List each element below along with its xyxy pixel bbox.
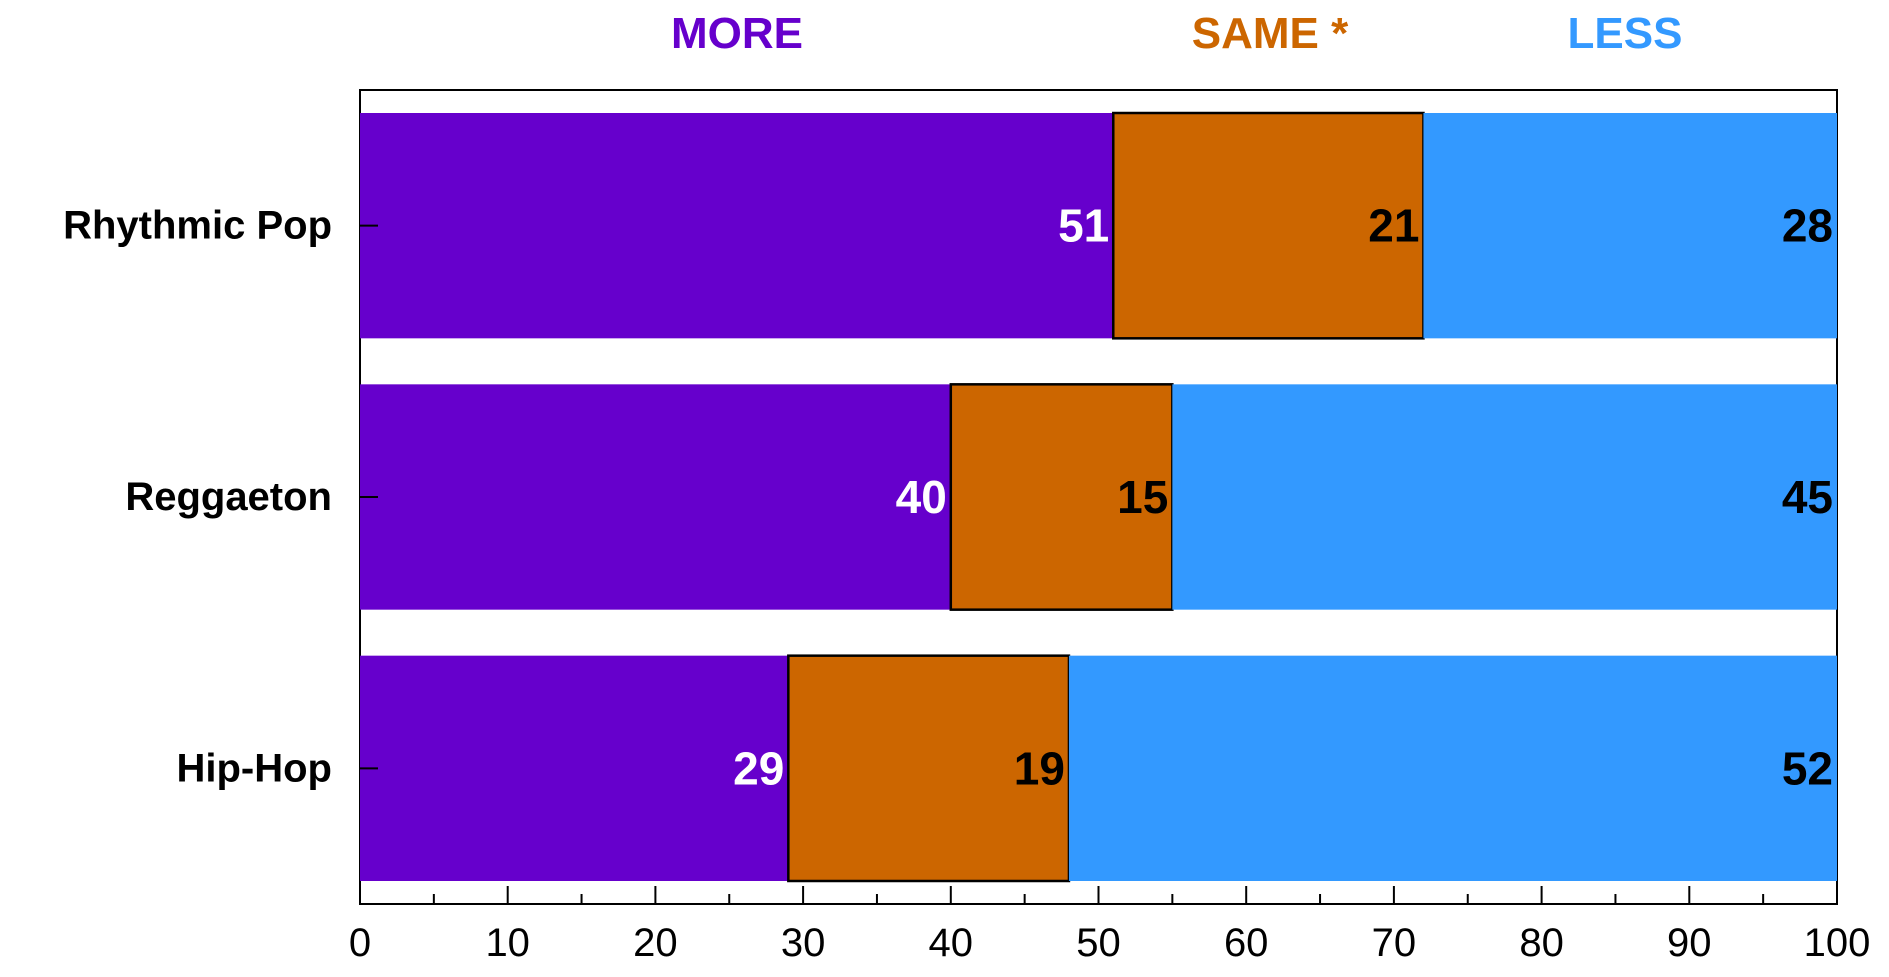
- x-tick-label-40: 40: [929, 921, 974, 965]
- data-label-hip-hop-more: 29: [733, 742, 784, 794]
- bar-reggaeton-same: [949, 383, 1174, 611]
- bar-hip-hop-same: [787, 654, 1071, 883]
- plot-area: 0 10 20 30 40 50 60 70 80 90 100 Rhythmic Pop Regga…: [63, 89, 1871, 965]
- bar-reggaeton-more: [360, 384, 951, 610]
- bar-rhythmic-pop-same: [1112, 111, 1425, 340]
- x-tick-label-90: 90: [1667, 921, 1712, 965]
- y-axis: Rhythmic Pop Reggaeton Hip-Hop: [63, 204, 378, 790]
- bar-rhythmic-pop-more: [360, 113, 1114, 339]
- x-tick-label-0: 0: [349, 921, 371, 965]
- bar-hip-hop-more: [360, 655, 789, 881]
- data-label-reggaeton-less: 45: [1782, 471, 1833, 523]
- y-tick-label-rhythmic-pop: Rhythmic Pop: [63, 204, 332, 248]
- x-tick-label-60: 60: [1224, 921, 1269, 965]
- x-tick-label-30: 30: [781, 921, 826, 965]
- legend-item-less: LESS: [1568, 9, 1683, 58]
- y-tick-label-reggaeton: Reggaeton: [125, 475, 332, 519]
- y-tick-label-hip-hop: Hip-Hop: [176, 746, 332, 790]
- chart-legend: MORE SAME * LESS: [671, 9, 1682, 58]
- legend-item-more: MORE: [671, 9, 803, 58]
- x-tick-label-70: 70: [1372, 921, 1417, 965]
- data-labels-group: 51 21 28 40 15 45 29 19 52: [733, 200, 1833, 795]
- x-tick-label-100: 100: [1804, 921, 1871, 965]
- x-tick-label-10: 10: [485, 921, 530, 965]
- data-label-reggaeton-more: 40: [896, 471, 947, 523]
- x-tick-label-20: 20: [633, 921, 678, 965]
- bar-reggaeton-less: [1172, 384, 1837, 610]
- data-label-rhythmic-pop-same: 21: [1368, 200, 1419, 252]
- data-label-rhythmic-pop-less: 28: [1782, 200, 1833, 252]
- data-label-reggaeton-same: 15: [1117, 471, 1168, 523]
- bar-rhythmic-pop-less: [1423, 113, 1837, 339]
- bar-hip-hop-less: [1068, 655, 1837, 881]
- x-tick-label-80: 80: [1519, 921, 1564, 965]
- data-label-rhythmic-pop-more: 51: [1058, 200, 1109, 252]
- bars-group: [360, 111, 1837, 883]
- legend-item-same: SAME *: [1192, 9, 1349, 58]
- data-label-hip-hop-same: 19: [1014, 742, 1065, 794]
- data-label-hip-hop-less: 52: [1782, 742, 1833, 794]
- x-axis: 0 10 20 30 40 50 60 70 80 90 100: [349, 886, 1871, 965]
- x-tick-label-50: 50: [1076, 921, 1121, 965]
